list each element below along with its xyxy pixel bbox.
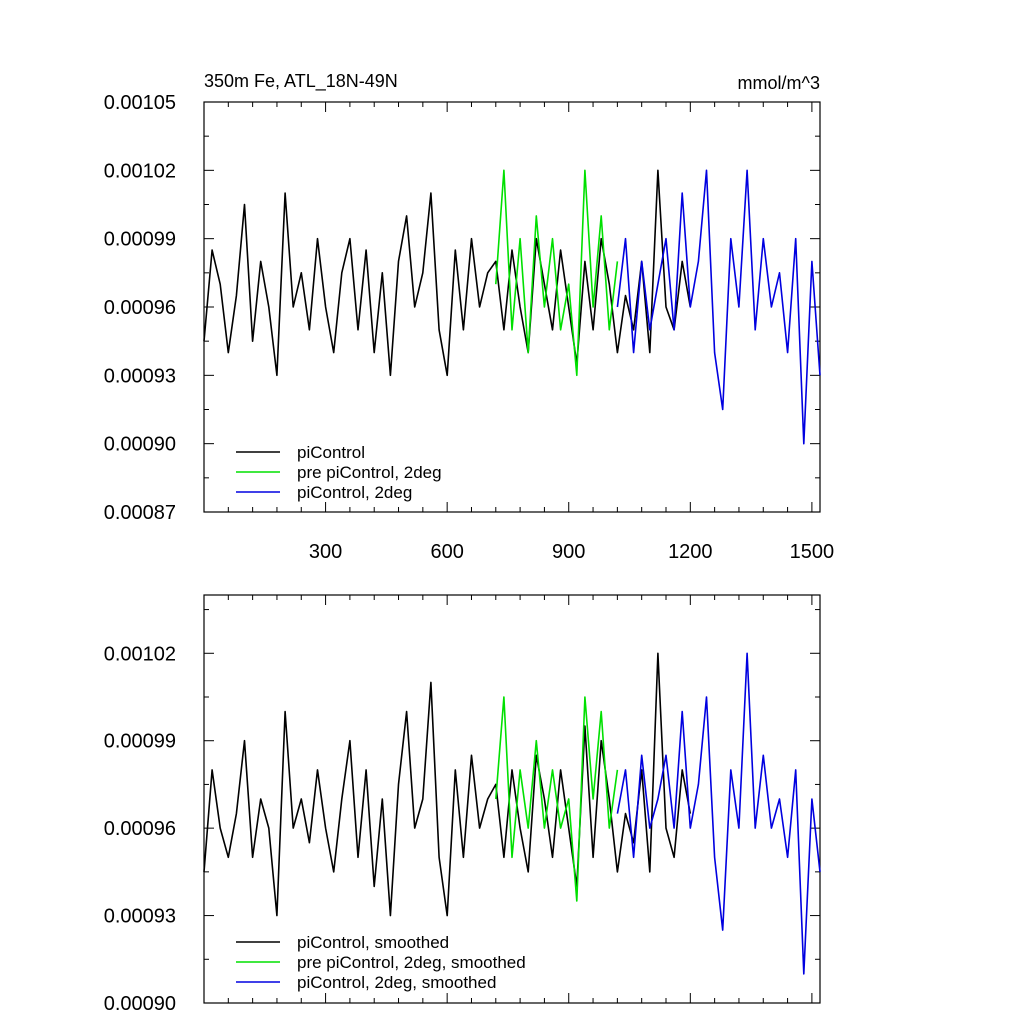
series-line-picontrol-2deg [616,169,821,445]
y-tick-label: 0.00099 [104,731,176,753]
legend-label: pre piControl, 2deg, smoothed [297,953,526,972]
y-tick-label: 0.00087 [104,502,176,524]
bottom-panel: 0.00090 0.00093 0.00096 0.00099 0.00102 piCon… [104,594,821,1015]
series-line-picontrol [203,169,692,377]
x-tick-label: 1500 [790,541,835,563]
top-panel: 350m Fe, ATL_18N-49N mmol/m^3 0.00087 0.0… [104,71,834,563]
legend-label: piControl, smoothed [297,933,449,952]
y-tick-label: 0.00093 [104,906,176,928]
legend-label: pre piControl, 2deg [297,463,442,482]
x-tick-label: 1200 [668,541,713,563]
legend-label: piControl, 2deg, smoothed [297,973,496,992]
legend-label: piControl [297,443,365,462]
y-tick-label: 0.00096 [104,297,176,319]
series-line-picontrol-2deg-smoothed [616,652,821,975]
y-tick-label: 0.00102 [104,643,176,665]
series-line-picontrol-smoothed [203,652,692,917]
y-tick-label: 0.00090 [104,993,176,1015]
y-tick-label: 0.00090 [104,434,176,456]
chart-title: 350m Fe, ATL_18N-49N [204,71,398,92]
x-tick-label: 900 [552,541,585,563]
y-tick-label: 0.00105 [104,92,176,114]
y-tick-label: 0.00102 [104,160,176,182]
series-line-pre-picontrol-2deg-smoothed [495,696,619,902]
y-tick-label: 0.00096 [104,818,176,840]
legend-label: piControl, 2deg [297,483,412,502]
plot-frame [203,594,821,1004]
units-label: mmol/m^3 [738,73,820,93]
series-line-pre-picontrol-2deg [495,169,619,377]
x-tick-label: 300 [309,541,342,563]
x-tick-label: 600 [430,541,463,563]
y-tick-label: 0.00099 [104,229,176,251]
y-tick-label: 0.00093 [104,365,176,387]
